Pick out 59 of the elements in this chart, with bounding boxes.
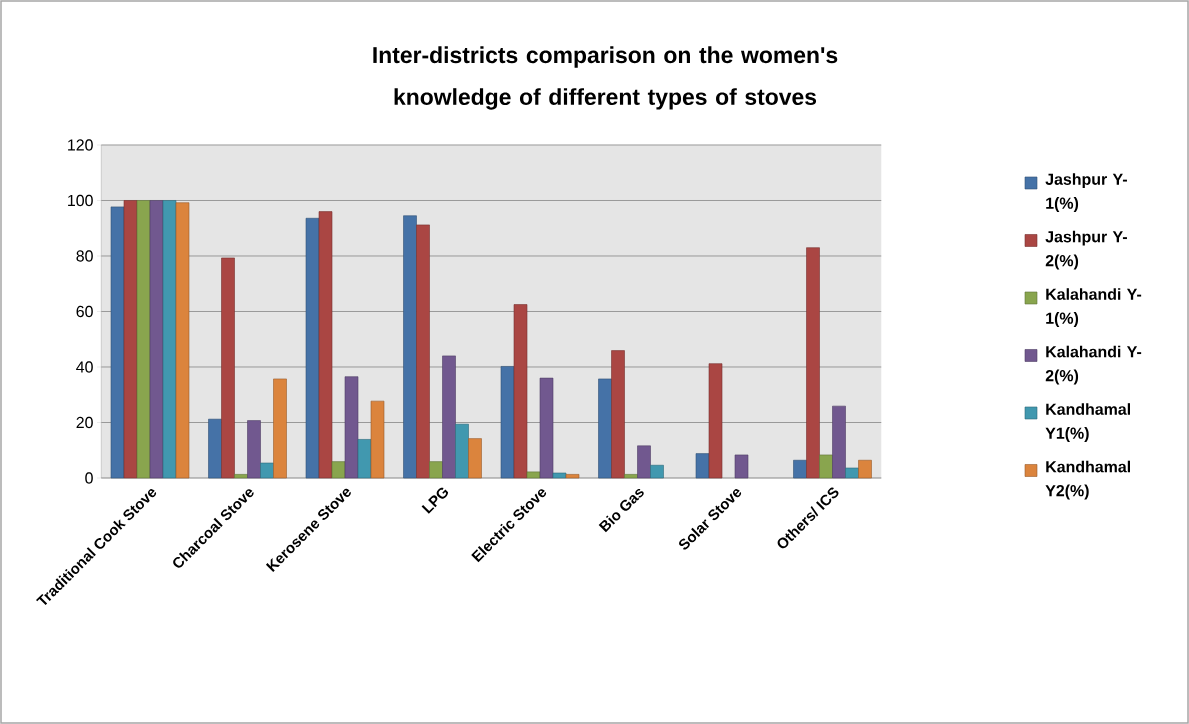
bar xyxy=(429,461,443,479)
bar xyxy=(468,438,482,479)
legend-label: Kalahandi Y-2(%) xyxy=(1045,345,1142,385)
bar xyxy=(539,377,554,479)
bar xyxy=(208,418,222,479)
bar xyxy=(175,202,190,479)
bar xyxy=(819,454,833,479)
bar xyxy=(247,420,261,479)
y-tick-label: 80 xyxy=(76,250,93,262)
legend-label: Kandhamal Y2(%) xyxy=(1045,460,1130,500)
bar xyxy=(442,355,456,479)
bar xyxy=(793,459,807,479)
bar xyxy=(708,363,723,479)
bar xyxy=(403,215,417,479)
bar xyxy=(500,366,515,479)
bar xyxy=(845,467,859,479)
bar xyxy=(162,200,177,479)
y-tick-label: 20 xyxy=(76,416,93,429)
legend-label: Jashpur Y-2(%) xyxy=(1045,230,1127,270)
y-tick-label: 120 xyxy=(68,139,93,151)
bar xyxy=(110,206,125,479)
bar xyxy=(136,200,151,479)
bar xyxy=(370,400,385,479)
bar xyxy=(331,461,346,479)
bar xyxy=(734,454,749,479)
y-tick-label: 40 xyxy=(76,361,93,373)
bar xyxy=(565,474,580,479)
bar xyxy=(637,445,651,479)
y-tick-label: 0 xyxy=(85,472,93,484)
legend-label: Kalahandi Y-1(%) xyxy=(1046,288,1142,327)
bar xyxy=(149,200,164,479)
bar xyxy=(598,378,612,479)
bar xyxy=(695,453,710,479)
bar xyxy=(305,217,320,479)
y-tick-label: 60 xyxy=(76,305,93,318)
bar xyxy=(416,224,430,479)
bar xyxy=(344,376,359,479)
legend-label: Jashpur Y-1(%) xyxy=(1045,173,1127,212)
x-tick-label: Bio Gas xyxy=(598,488,644,533)
bar xyxy=(650,464,664,479)
bar xyxy=(123,200,138,479)
bar xyxy=(526,471,541,479)
bar xyxy=(611,350,625,479)
bar xyxy=(806,247,820,479)
bar xyxy=(624,474,638,479)
chart-title: Inter-districts comparison on the women's knowledge of different types of stoves xyxy=(373,46,838,110)
bar xyxy=(832,405,846,479)
bar xyxy=(234,474,248,479)
bar xyxy=(221,257,235,479)
bar xyxy=(858,459,872,479)
bar xyxy=(552,472,567,479)
legend-label: Kandhamal Y1(%) xyxy=(1045,403,1130,442)
bar xyxy=(260,462,274,479)
y-tick-label: 100 xyxy=(68,194,93,207)
bar xyxy=(455,423,469,479)
bar xyxy=(318,211,333,479)
bar xyxy=(513,304,528,479)
bar xyxy=(357,439,372,479)
bar xyxy=(273,378,287,479)
